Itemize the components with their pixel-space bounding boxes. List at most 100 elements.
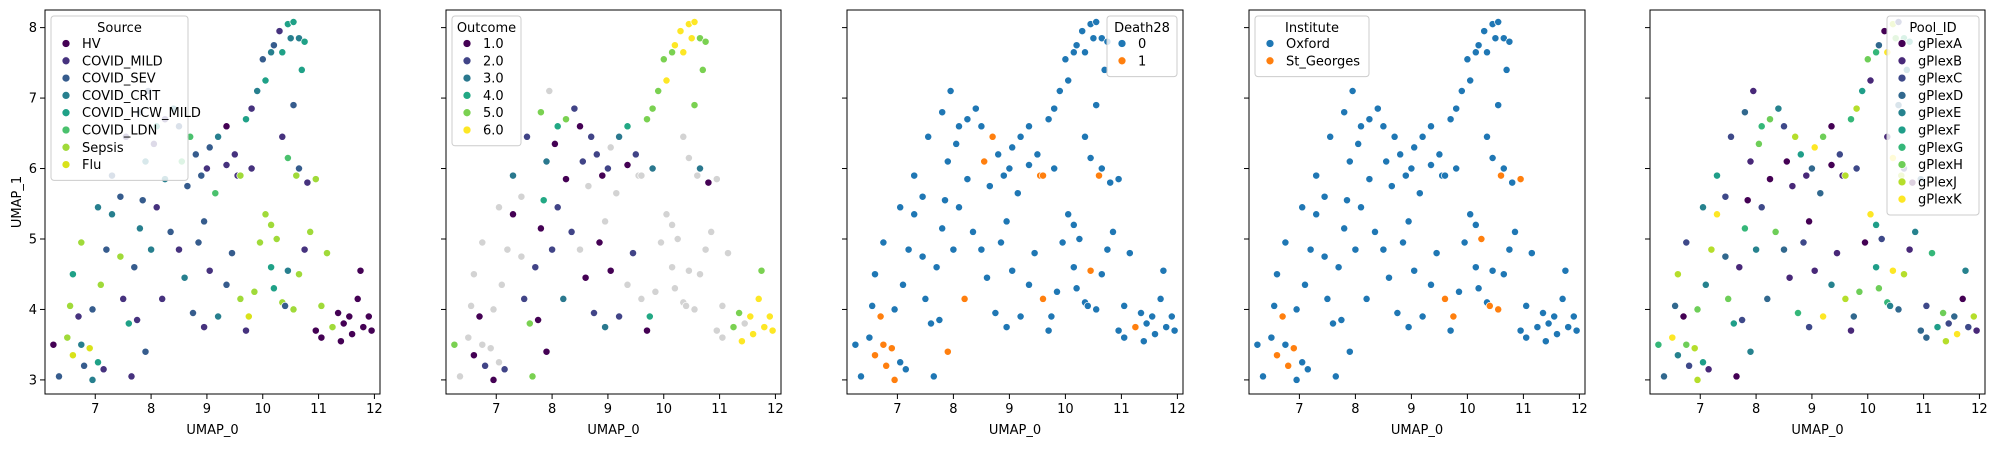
data-point xyxy=(1474,41,1483,50)
data-point xyxy=(553,122,562,131)
data-point xyxy=(887,344,896,353)
data-point xyxy=(1365,175,1374,184)
data-point xyxy=(1159,266,1168,275)
data-point xyxy=(1805,323,1814,332)
data-point xyxy=(205,143,214,152)
data-point xyxy=(1729,319,1738,328)
data-point xyxy=(651,287,660,296)
data-point xyxy=(1005,164,1014,173)
data-point xyxy=(1499,34,1508,43)
data-point xyxy=(729,323,738,332)
data-point xyxy=(1852,164,1861,173)
data-point xyxy=(68,351,77,360)
legend-entry-label: COVID_HCW_MILD xyxy=(82,106,201,121)
data-point xyxy=(1002,217,1011,226)
data-point xyxy=(1533,323,1542,332)
data-point xyxy=(1939,309,1948,317)
x-tick-label: 8 xyxy=(1351,402,1359,417)
data-point xyxy=(1050,104,1059,113)
data-point xyxy=(1713,171,1721,180)
data-point xyxy=(1721,192,1730,201)
data-point xyxy=(236,171,245,180)
data-point xyxy=(921,294,930,303)
legend-marker xyxy=(61,108,71,118)
x-tick-label: 10 xyxy=(254,402,271,417)
data-point xyxy=(1863,55,1872,64)
data-point xyxy=(999,171,1008,180)
legend-entry-label: 4.0 xyxy=(483,89,504,104)
data-point xyxy=(1050,164,1059,173)
data-point xyxy=(1541,337,1550,346)
legend-marker xyxy=(61,160,71,169)
data-point xyxy=(1120,301,1129,310)
legend-marker xyxy=(1897,142,1907,152)
data-point xyxy=(194,238,203,247)
data-point xyxy=(339,319,348,328)
data-point xyxy=(754,294,763,303)
data-point xyxy=(1326,132,1335,141)
data-point xyxy=(1298,358,1307,367)
data-point xyxy=(1961,266,1970,275)
data-point xyxy=(592,150,601,159)
data-point xyxy=(949,245,958,254)
data-point xyxy=(542,157,551,166)
data-point xyxy=(938,224,947,233)
data-point xyxy=(1485,301,1494,310)
data-point xyxy=(1399,238,1407,247)
data-point xyxy=(690,305,699,314)
data-point xyxy=(141,347,150,356)
data-point xyxy=(1298,203,1307,212)
data-point xyxy=(1396,150,1405,159)
data-point xyxy=(768,326,777,335)
data-point xyxy=(261,210,270,219)
x-tick-label: 7 xyxy=(1696,402,1704,417)
data-point xyxy=(1516,175,1525,184)
data-point xyxy=(1069,48,1078,57)
data-point xyxy=(985,182,994,191)
data-point xyxy=(1872,220,1881,229)
data-point xyxy=(1480,27,1489,36)
data-point xyxy=(960,294,969,303)
x-axis-label: UMAP_0 xyxy=(1391,423,1443,438)
data-point xyxy=(1746,157,1755,166)
data-point xyxy=(570,104,579,113)
data-point xyxy=(509,210,517,219)
data-point xyxy=(1849,312,1858,321)
data-point xyxy=(676,27,685,36)
data-point xyxy=(364,312,373,321)
data-point xyxy=(269,284,278,293)
legend-entry-label: gPlexH xyxy=(1918,158,1963,173)
data-point xyxy=(1466,210,1475,219)
data-point xyxy=(567,227,576,236)
x-axis-label: UMAP_0 xyxy=(587,423,639,438)
data-point xyxy=(623,280,632,289)
data-point xyxy=(1449,312,1458,321)
data-point xyxy=(486,344,495,353)
data-point xyxy=(1905,245,1914,254)
data-point xyxy=(1083,301,1092,310)
data-point xyxy=(696,270,704,279)
data-point xyxy=(587,132,596,141)
data-point xyxy=(1137,309,1145,317)
legend-box xyxy=(1254,15,1370,78)
data-point xyxy=(994,150,1003,159)
data-point xyxy=(1969,312,1978,321)
data-point xyxy=(1466,76,1475,85)
data-point xyxy=(88,305,97,314)
data-point xyxy=(1016,312,1025,321)
data-point xyxy=(489,305,498,314)
data-point xyxy=(1782,157,1791,166)
data-point xyxy=(1337,316,1346,324)
data-point xyxy=(1348,87,1357,95)
data-point xyxy=(643,326,651,335)
data-point xyxy=(1682,340,1691,349)
data-point xyxy=(1713,210,1721,219)
data-point xyxy=(1086,266,1095,275)
data-point xyxy=(1292,375,1301,384)
data-point xyxy=(1441,171,1449,180)
y-axis-label: UMAP_1 xyxy=(10,176,25,228)
data-point xyxy=(1345,347,1354,356)
data-point xyxy=(550,139,559,148)
x-tick-label: 10 xyxy=(1057,402,1074,417)
